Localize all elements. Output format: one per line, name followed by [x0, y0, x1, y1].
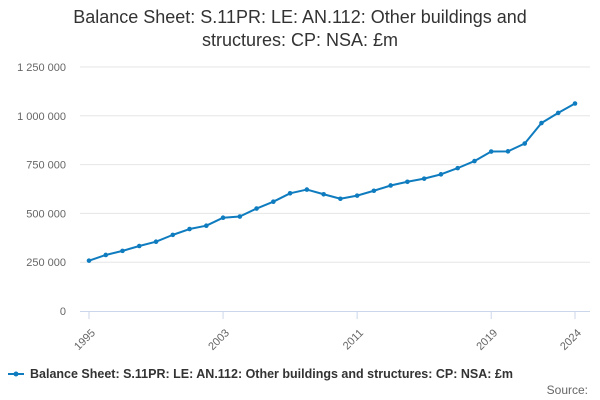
data-point: [154, 239, 159, 244]
data-point: [489, 149, 494, 154]
data-point: [120, 249, 125, 254]
data-point: [539, 121, 544, 126]
data-point: [321, 192, 326, 197]
x-tick-label: 2003: [206, 327, 232, 353]
x-tick-label: 2011: [341, 327, 366, 352]
y-tick-label: 1 000 000: [17, 111, 66, 123]
data-point: [137, 244, 142, 249]
data-point: [355, 193, 360, 198]
data-point: [405, 179, 410, 184]
data-series: [87, 101, 578, 263]
data-point: [506, 149, 511, 154]
x-axis-tick-labels: 1995 2003 2011 2019 2024: [72, 327, 584, 353]
x-tick-label: 1995: [72, 327, 98, 353]
y-gridlines: [80, 67, 590, 262]
data-point: [556, 111, 561, 116]
data-point: [187, 227, 192, 232]
y-axis-tick-labels: 0 250 000 500 000 750 000 1 000 000 1 250 000: [17, 62, 66, 318]
data-point: [305, 187, 310, 192]
y-tick-label: 250 000: [26, 257, 66, 269]
data-point: [254, 206, 259, 211]
source-label: Source:: [547, 383, 588, 397]
data-point: [439, 172, 444, 177]
data-point: [388, 183, 393, 188]
y-tick-label: 1 250 000: [17, 62, 66, 74]
x-axis: [80, 311, 590, 319]
y-tick-label: 500 000: [26, 208, 66, 220]
data-point: [422, 176, 427, 181]
legend-line-marker-icon: [8, 368, 24, 380]
data-point: [372, 188, 377, 193]
data-point: [338, 196, 343, 201]
x-tick-label: 2019: [474, 327, 500, 353]
data-point: [204, 223, 209, 228]
legend-series-label: Balance Sheet: S.11PR: LE: AN.112: Other…: [30, 367, 513, 381]
y-tick-label: 0: [60, 306, 66, 318]
data-point: [103, 253, 108, 258]
data-point: [271, 199, 276, 204]
data-point: [238, 214, 243, 219]
data-point: [573, 101, 578, 106]
data-point: [288, 191, 293, 196]
data-point: [87, 258, 92, 263]
data-point: [522, 141, 527, 146]
x-tick-label: 2024: [558, 327, 584, 353]
data-point: [455, 166, 460, 171]
y-tick-label: 750 000: [26, 160, 66, 172]
data-point: [472, 159, 477, 164]
legend[interactable]: Balance Sheet: S.11PR: LE: AN.112: Other…: [8, 366, 513, 382]
series-line: [89, 104, 575, 261]
data-point: [170, 233, 175, 238]
data-point: [221, 215, 226, 220]
